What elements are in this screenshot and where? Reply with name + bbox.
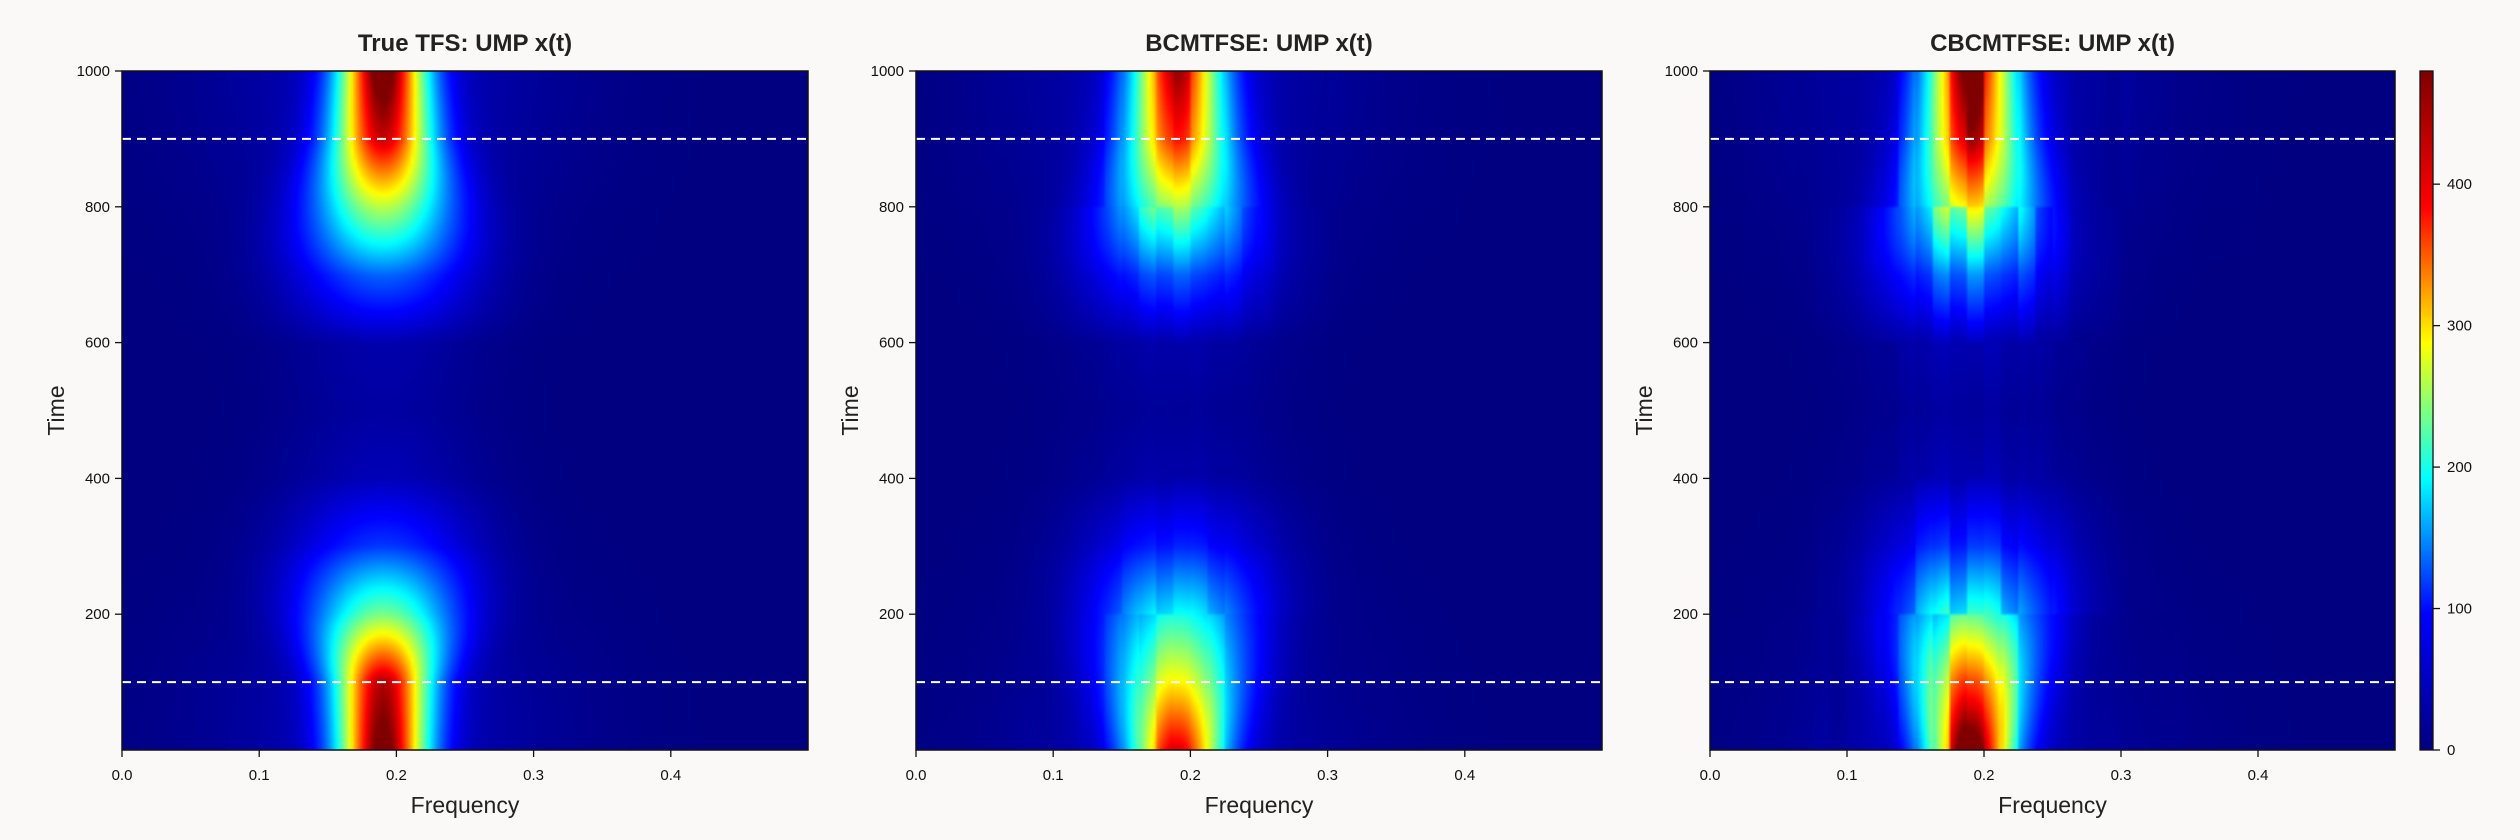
y-axis-label: Time <box>43 385 69 435</box>
y-axis-label: Time <box>1631 385 1657 435</box>
colorbar-gradient <box>2419 70 2434 751</box>
panel-3: CBCMTFSE: UMP x(t) 0.0 0.1 0.2 0.3 0.4 200 400 6… <box>1631 30 2396 818</box>
x-tick-label: 0.2 <box>1180 767 1201 784</box>
panel-1: True TFS: UMP x(t) 0.0 0.1 0.2 0.3 0.4 200 400 6… <box>43 30 809 818</box>
colorbar-tick-label: 400 <box>2447 176 2472 193</box>
chart-title: CBCMTFSE: UMP x(t) <box>1930 30 2175 57</box>
y-tick-label: 400 <box>879 470 904 487</box>
y-tick-label: 200 <box>1673 606 1698 623</box>
x-tick-label: 0.4 <box>1454 767 1475 784</box>
x-tick-label: 0.3 <box>2111 767 2132 784</box>
x-tick-label: 0.1 <box>1837 767 1858 784</box>
y-tick-label: 1000 <box>1665 63 1698 80</box>
x-tick-label: 0.2 <box>1974 767 1995 784</box>
colorbar-tick-label: 100 <box>2447 601 2472 618</box>
x-tick-label: 0.4 <box>2248 767 2269 784</box>
heatmap-surface <box>916 71 1602 750</box>
colorbar-tick-label: 300 <box>2447 318 2472 335</box>
y-tick-label: 800 <box>85 199 110 216</box>
x-tick-label: 0.3 <box>523 767 544 784</box>
colorbar-tick-label: 200 <box>2447 459 2472 476</box>
heatmap-surface <box>1710 71 2395 750</box>
panel-2: BCMTFSE: UMP x(t) 0.0 0.1 0.2 0.3 0.4 200 400 60… <box>837 30 1603 818</box>
heatmap-surface <box>122 71 808 750</box>
y-tick-label: 200 <box>879 606 904 623</box>
chart-title: BCMTFSE: UMP x(t) <box>1145 30 1373 57</box>
y-axis-label: Time <box>837 385 863 435</box>
y-tick-label: 600 <box>85 335 110 352</box>
plot-frame <box>915 70 1603 751</box>
x-tick-label: 0.0 <box>112 767 133 784</box>
y-tick-label: 800 <box>1673 199 1698 216</box>
y-tick-label: 1000 <box>871 63 904 80</box>
colorbar: 0 100 200 300 400 <box>2419 70 2472 759</box>
x-axis-label: Frequency <box>1998 792 2107 818</box>
colorbar-tick-label: 0 <box>2447 742 2455 759</box>
y-tick-label: 800 <box>879 199 904 216</box>
x-tick-label: 0.3 <box>1317 767 1338 784</box>
x-axis-label: Frequency <box>1205 792 1314 818</box>
x-tick-label: 0.4 <box>660 767 681 784</box>
plot-frame <box>121 70 809 751</box>
y-tick-label: 600 <box>1673 335 1698 352</box>
chart-title: True TFS: UMP x(t) <box>358 30 572 57</box>
y-tick-label: 400 <box>85 470 110 487</box>
x-tick-label: 0.1 <box>249 767 270 784</box>
x-tick-label: 0.0 <box>1700 767 1721 784</box>
x-tick-label: 0.2 <box>386 767 407 784</box>
y-tick-label: 400 <box>1673 470 1698 487</box>
x-axis-label: Frequency <box>411 792 520 818</box>
y-tick-label: 600 <box>879 335 904 352</box>
x-tick-label: 0.0 <box>906 767 927 784</box>
y-tick-label: 1000 <box>77 63 110 80</box>
x-tick-label: 0.1 <box>1043 767 1064 784</box>
y-tick-label: 200 <box>85 606 110 623</box>
plot-frame <box>1709 70 2396 751</box>
